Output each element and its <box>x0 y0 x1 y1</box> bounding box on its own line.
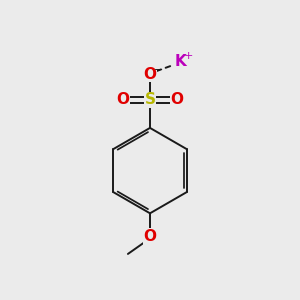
Text: K: K <box>175 54 187 69</box>
Text: O: O <box>143 229 157 244</box>
Text: O: O <box>171 92 184 107</box>
Text: O: O <box>143 67 157 82</box>
Text: +: + <box>184 51 194 62</box>
Text: S: S <box>145 92 155 107</box>
Text: O: O <box>116 92 129 107</box>
Text: −: − <box>154 65 164 75</box>
